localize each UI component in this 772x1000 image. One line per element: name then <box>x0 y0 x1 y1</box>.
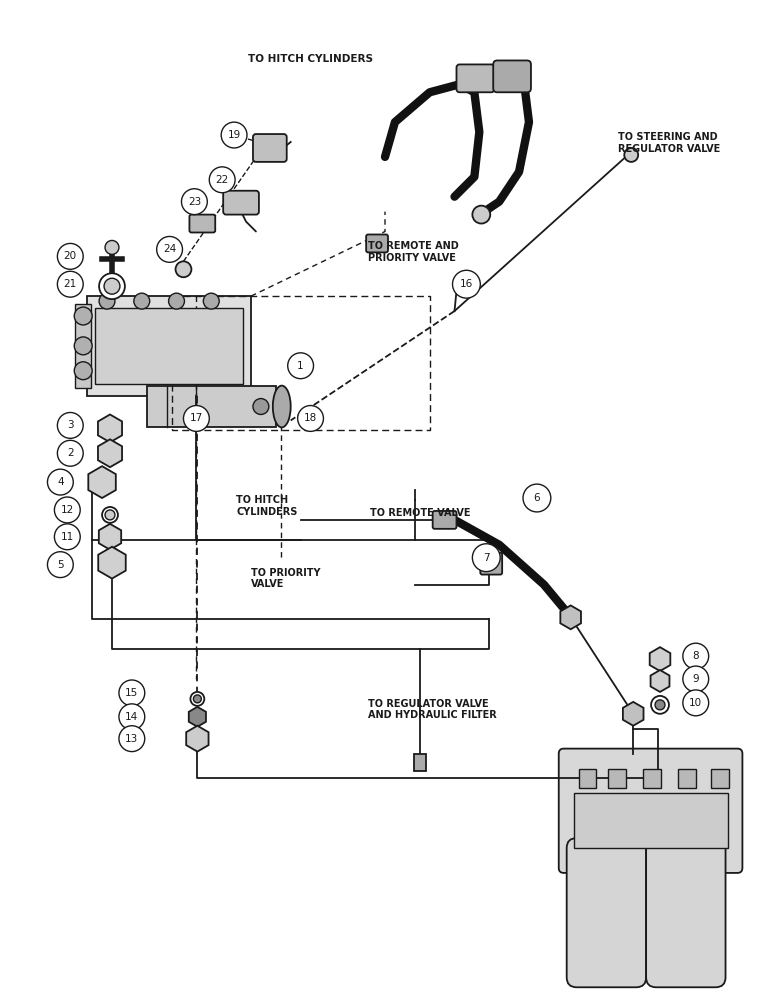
FancyBboxPatch shape <box>189 215 215 232</box>
FancyBboxPatch shape <box>456 64 494 92</box>
Circle shape <box>175 261 191 277</box>
Circle shape <box>655 700 665 710</box>
Circle shape <box>683 643 709 669</box>
Text: 1: 1 <box>297 361 304 371</box>
Circle shape <box>104 278 120 294</box>
Text: 17: 17 <box>190 413 203 423</box>
Circle shape <box>222 122 247 148</box>
Text: TO STEERING AND
REGULATOR VALVE: TO STEERING AND REGULATOR VALVE <box>618 132 720 154</box>
Text: TO REGULATOR VALVE
AND HYDRAULIC FILTER: TO REGULATOR VALVE AND HYDRAULIC FILTER <box>368 699 497 720</box>
Text: 13: 13 <box>125 734 138 744</box>
Text: TO REMOTE AND
PRIORITY VALVE: TO REMOTE AND PRIORITY VALVE <box>368 241 459 263</box>
Circle shape <box>181 189 208 215</box>
Text: 6: 6 <box>533 493 540 503</box>
FancyBboxPatch shape <box>646 838 726 987</box>
Text: 8: 8 <box>692 651 699 661</box>
Circle shape <box>105 240 119 254</box>
Bar <box>87 296 251 396</box>
Bar <box>643 768 661 788</box>
Text: 14: 14 <box>125 712 138 722</box>
Bar <box>711 768 729 788</box>
Circle shape <box>54 524 80 550</box>
Text: 3: 3 <box>67 420 73 430</box>
Text: 20: 20 <box>64 251 77 261</box>
Circle shape <box>191 692 205 706</box>
Text: 11: 11 <box>61 532 74 542</box>
Text: 2: 2 <box>67 448 73 458</box>
Text: 19: 19 <box>228 130 241 140</box>
Circle shape <box>74 337 92 355</box>
Circle shape <box>102 507 118 523</box>
Circle shape <box>99 293 115 309</box>
FancyBboxPatch shape <box>432 511 456 529</box>
Circle shape <box>105 510 115 520</box>
Ellipse shape <box>273 386 291 427</box>
FancyBboxPatch shape <box>253 134 286 162</box>
Circle shape <box>74 362 92 380</box>
FancyBboxPatch shape <box>366 234 388 252</box>
Bar <box>95 308 243 384</box>
Circle shape <box>57 271 83 297</box>
FancyBboxPatch shape <box>567 838 646 987</box>
Circle shape <box>54 497 80 523</box>
Bar <box>75 304 91 388</box>
FancyBboxPatch shape <box>493 60 531 92</box>
Circle shape <box>119 726 144 752</box>
Circle shape <box>452 270 480 298</box>
Text: 12: 12 <box>61 505 74 515</box>
Text: TO PRIORITY
VALVE: TO PRIORITY VALVE <box>251 568 320 589</box>
Circle shape <box>47 469 73 495</box>
Circle shape <box>209 167 235 193</box>
Circle shape <box>472 206 490 224</box>
Bar <box>608 768 626 788</box>
Text: 24: 24 <box>163 244 176 254</box>
Circle shape <box>184 406 209 431</box>
Text: 21: 21 <box>63 279 77 289</box>
Circle shape <box>523 484 550 512</box>
Circle shape <box>57 243 83 269</box>
Circle shape <box>57 412 83 438</box>
Circle shape <box>47 552 73 578</box>
FancyBboxPatch shape <box>480 553 502 575</box>
Circle shape <box>157 236 182 262</box>
FancyBboxPatch shape <box>223 191 259 215</box>
Bar <box>578 768 597 788</box>
Circle shape <box>625 148 638 162</box>
Bar <box>414 754 425 771</box>
Circle shape <box>99 273 125 299</box>
Text: 9: 9 <box>692 674 699 684</box>
FancyBboxPatch shape <box>559 749 743 873</box>
Circle shape <box>298 406 323 431</box>
Circle shape <box>472 544 500 572</box>
Text: 18: 18 <box>304 413 317 423</box>
Circle shape <box>683 690 709 716</box>
Text: 7: 7 <box>483 553 489 563</box>
Circle shape <box>74 307 92 325</box>
Circle shape <box>203 293 219 309</box>
Circle shape <box>683 666 709 692</box>
Circle shape <box>119 680 144 706</box>
Text: TO REMOTE VALVE: TO REMOTE VALVE <box>370 508 471 518</box>
Text: 15: 15 <box>125 688 138 698</box>
Text: 22: 22 <box>215 175 229 185</box>
Bar <box>574 793 727 848</box>
Bar <box>678 768 696 788</box>
Text: TO HITCH CYLINDERS: TO HITCH CYLINDERS <box>248 54 373 64</box>
Text: 23: 23 <box>188 197 201 207</box>
Circle shape <box>651 696 669 714</box>
Text: TO HITCH
CYLINDERS: TO HITCH CYLINDERS <box>236 495 297 517</box>
Circle shape <box>288 353 313 379</box>
Circle shape <box>57 440 83 466</box>
Bar <box>147 386 276 427</box>
Text: 16: 16 <box>460 279 473 289</box>
Text: 10: 10 <box>689 698 703 708</box>
Circle shape <box>253 399 269 414</box>
Circle shape <box>194 695 201 703</box>
Text: 5: 5 <box>57 560 63 570</box>
Text: 4: 4 <box>57 477 63 487</box>
Circle shape <box>134 293 150 309</box>
Circle shape <box>119 704 144 730</box>
Circle shape <box>168 293 185 309</box>
